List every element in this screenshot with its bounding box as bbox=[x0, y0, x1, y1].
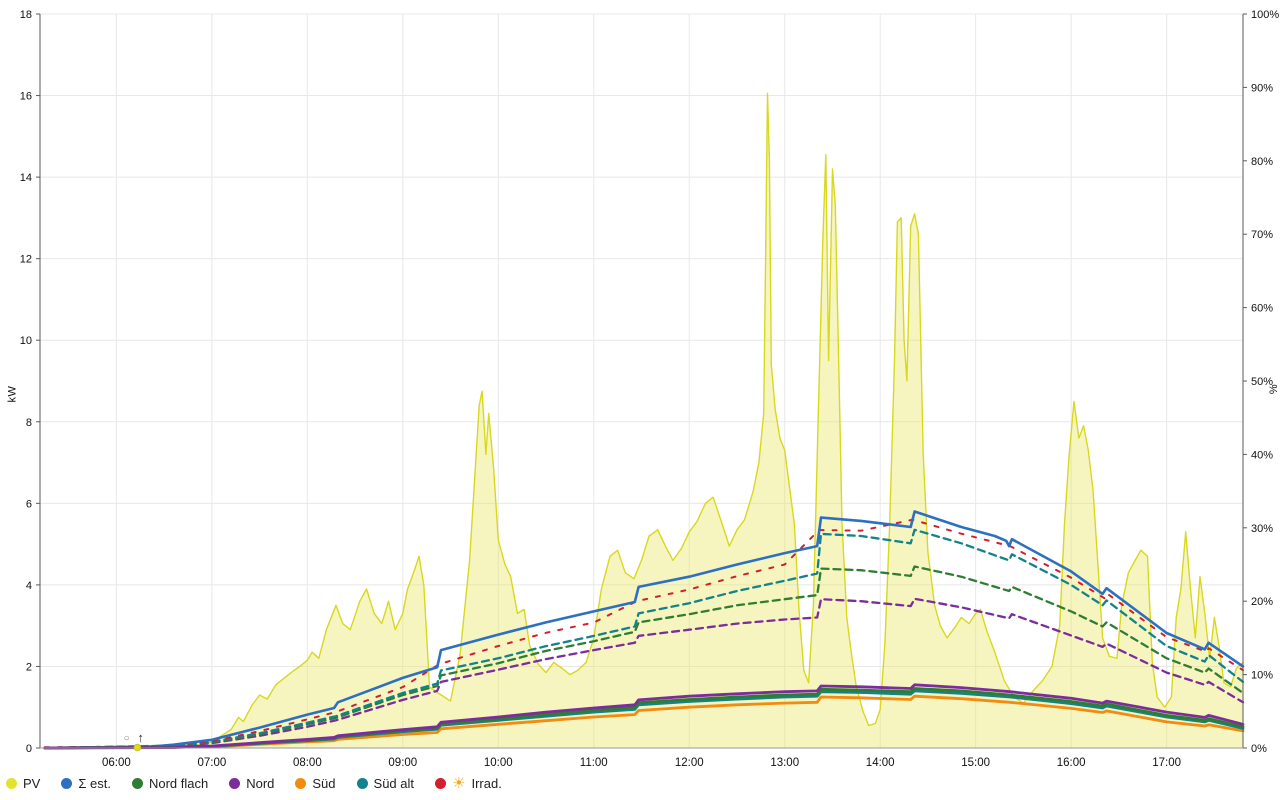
left-axis-title: kW bbox=[6, 385, 19, 403]
annotation-up-arrow-icon: ↑ bbox=[137, 730, 144, 745]
right-axis-tick-label: 10% bbox=[1251, 670, 1273, 682]
legend-item-irrad[interactable]: ☀ Irrad. bbox=[435, 776, 502, 791]
pv-area-fill bbox=[44, 93, 1243, 748]
left-axis-tick-label: 0 bbox=[26, 743, 32, 755]
legend-item-sum-est[interactable]: Σ est. bbox=[61, 776, 111, 791]
x-axis-tick-label: 17:00 bbox=[1152, 757, 1181, 769]
legend-item-pv[interactable]: PV bbox=[6, 776, 40, 791]
right-axis-tick-label: 0% bbox=[1251, 743, 1267, 755]
legend-color-dot-sued bbox=[295, 778, 307, 789]
legend-label-irrad: Irrad. bbox=[471, 776, 502, 791]
left-axis-tick-label: 6 bbox=[26, 498, 32, 510]
x-axis-tick-label: 08:00 bbox=[293, 757, 322, 769]
series-line-nord-flach-est- bbox=[43, 565, 1245, 750]
right-axis-tick-label: 80% bbox=[1251, 156, 1273, 168]
series-line-nord bbox=[43, 683, 1245, 750]
right-axis-tick-label: 100% bbox=[1251, 9, 1279, 21]
left-axis-tick-label: 14 bbox=[20, 172, 32, 184]
right-axis-tick-label: 60% bbox=[1251, 303, 1273, 315]
right-axis-title: % bbox=[1267, 383, 1280, 395]
legend-item-sued-alt[interactable]: Süd alt bbox=[356, 776, 415, 791]
right-axis-tick-label: 50% bbox=[1251, 376, 1273, 388]
x-axis-tick-label: 15:00 bbox=[961, 757, 990, 769]
x-axis-tick-label: 10:00 bbox=[484, 757, 513, 769]
legend-label-pv: PV bbox=[23, 776, 41, 791]
x-axis-tick-label: 09:00 bbox=[388, 757, 417, 769]
x-axis-tick-label: 13:00 bbox=[770, 757, 799, 769]
x-axis-tick-label: 14:00 bbox=[866, 757, 895, 769]
left-axis-tick-label: 4 bbox=[26, 580, 32, 592]
legend-label-nord-flach: Nord flach bbox=[148, 776, 209, 791]
right-axis-tick-label: 40% bbox=[1251, 449, 1273, 461]
right-axis-tick-label: 30% bbox=[1251, 523, 1273, 535]
series-line-s-d-alt-est- bbox=[43, 528, 1245, 750]
legend-color-dot-irrad bbox=[435, 778, 447, 789]
legend-item-sued[interactable]: Süd bbox=[295, 776, 336, 791]
legend-item-nord-flach[interactable]: Nord flach bbox=[131, 776, 209, 791]
legend-color-dot-sued-alt bbox=[356, 778, 368, 789]
x-axis-tick-label: 11:00 bbox=[580, 757, 608, 769]
sun-icon: ☀ bbox=[452, 775, 466, 792]
left-axis-tick-label: 8 bbox=[26, 417, 32, 429]
left-axis-tick-label: 16 bbox=[20, 91, 32, 103]
chart-plot-area[interactable]: 0 2 4 6 8 10 12 14 16 18 0% 10% 20% 30% 40% 50% 60% 70% 80… bbox=[0, 0, 1280, 772]
legend-label-sued: Süd bbox=[312, 776, 336, 791]
pv-current-marker-dot[interactable] bbox=[133, 743, 142, 752]
right-axis-tick-label: 70% bbox=[1251, 229, 1273, 241]
legend-label-sued-alt: Süd alt bbox=[373, 776, 415, 791]
legend-label-nord: Nord bbox=[246, 776, 275, 791]
chart-legend: PV Σ est. Nord flach Nord Süd Süd alt ☀ Irrad. bbox=[6, 776, 502, 791]
x-axis-tick-label: 06:00 bbox=[102, 757, 131, 769]
left-axis-tick-label: 2 bbox=[26, 661, 32, 673]
left-axis-tick-label: 18 bbox=[20, 9, 32, 21]
legend-color-dot-nord bbox=[229, 778, 241, 789]
legend-color-dot-pv bbox=[6, 778, 17, 789]
legend-color-dot-sum-est bbox=[61, 778, 73, 789]
x-axis-tick-label: 07:00 bbox=[197, 757, 226, 769]
legend-label-sum-est: Σ est. bbox=[78, 776, 111, 791]
annotation-circle-icon: ○ bbox=[124, 733, 130, 744]
x-axis-tick-label: 12:00 bbox=[675, 757, 704, 769]
x-axis-tick-label: 16:00 bbox=[1057, 757, 1086, 769]
legend-color-dot-nord-flach bbox=[131, 778, 143, 789]
right-axis-tick-label: 90% bbox=[1251, 82, 1273, 94]
series-line-s-d bbox=[43, 694, 1245, 750]
left-axis-tick-label: 10 bbox=[20, 335, 32, 347]
series-line-pv bbox=[44, 92, 1244, 749]
series-line---est- bbox=[43, 510, 1245, 750]
series-line-nord-est- bbox=[43, 597, 1245, 750]
right-axis-tick-label: 20% bbox=[1251, 596, 1273, 608]
legend-item-nord[interactable]: Nord bbox=[229, 776, 274, 791]
left-axis-tick-label: 12 bbox=[20, 254, 32, 266]
